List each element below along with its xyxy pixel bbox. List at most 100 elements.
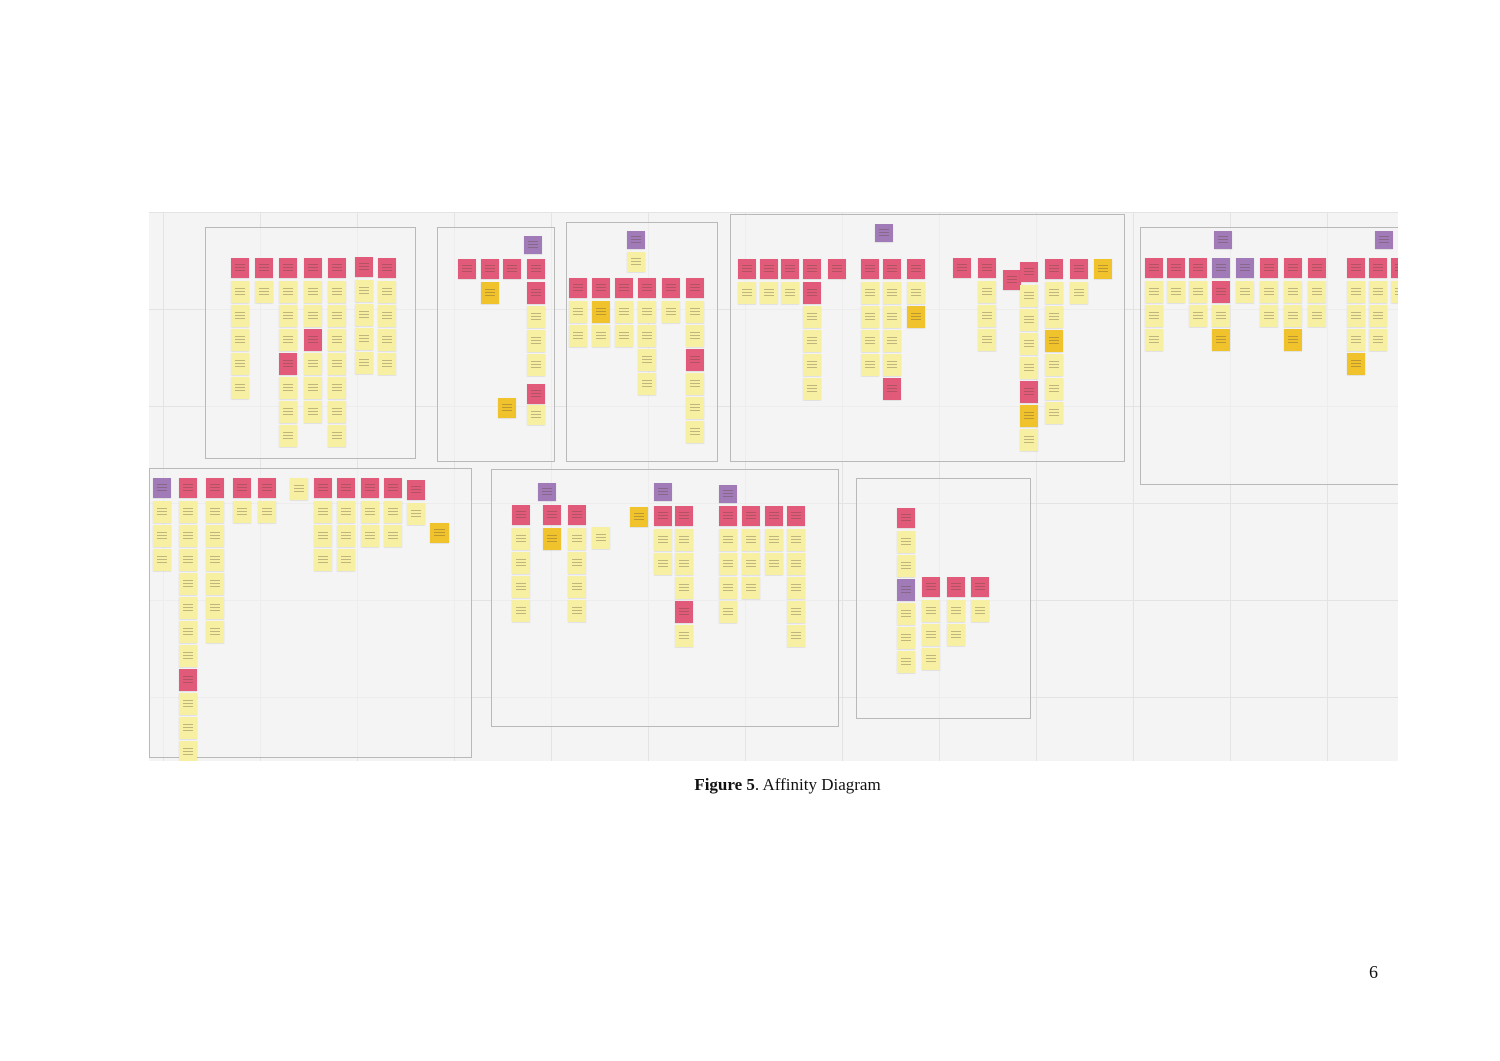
- insight-note: [765, 553, 783, 575]
- header-note: [279, 353, 297, 375]
- insight-note: [337, 549, 355, 571]
- insight-note: [787, 577, 805, 599]
- insight-note: [231, 281, 249, 303]
- insight-note: [861, 330, 879, 352]
- header-note: [1212, 281, 1230, 303]
- insight-note: [719, 601, 737, 623]
- insight-note: [781, 282, 799, 304]
- header-note: [883, 259, 901, 279]
- insight-note: [760, 282, 778, 304]
- insight-note: [1020, 357, 1038, 379]
- insight-note: [897, 555, 915, 577]
- insight-note: [290, 478, 308, 500]
- theme-note: [524, 236, 542, 254]
- insight-note: [355, 352, 373, 374]
- header-note: [361, 478, 379, 498]
- insight-note: [686, 373, 704, 395]
- highlight-note: [630, 507, 648, 527]
- insight-note: [279, 329, 297, 351]
- insight-note: [258, 501, 276, 523]
- insight-note: [314, 501, 332, 523]
- insight-note: [568, 552, 586, 574]
- highlight-note: [1045, 330, 1063, 352]
- insight-note: [231, 377, 249, 399]
- insight-note: [675, 577, 693, 599]
- insight-note: [279, 425, 297, 447]
- insight-note: [279, 377, 297, 399]
- insight-note: [568, 528, 586, 550]
- insight-note: [206, 501, 224, 523]
- insight-note: [861, 282, 879, 304]
- insight-note: [1369, 281, 1387, 303]
- insight-note: [355, 304, 373, 326]
- insight-note: [179, 501, 197, 523]
- insight-note: [592, 325, 610, 347]
- header-note: [1260, 258, 1278, 278]
- insight-note: [803, 306, 821, 328]
- insight-note: [378, 281, 396, 303]
- header-note: [328, 258, 346, 278]
- insight-note: [922, 648, 940, 670]
- header-note: [355, 257, 373, 277]
- insight-note: [328, 401, 346, 423]
- header-note: [675, 601, 693, 623]
- insight-note: [527, 354, 545, 376]
- insight-note: [971, 600, 989, 622]
- insight-note: [512, 528, 530, 550]
- header-note: [569, 278, 587, 298]
- theme-note: [153, 478, 171, 498]
- header-note: [503, 259, 521, 279]
- header-note: [978, 258, 996, 278]
- insight-note: [719, 553, 737, 575]
- insight-note: [279, 305, 297, 327]
- insight-note: [675, 529, 693, 551]
- insight-note: [153, 549, 171, 571]
- highlight-note: [498, 398, 516, 418]
- insight-note: [179, 621, 197, 643]
- header-note: [314, 478, 332, 498]
- insight-note: [1369, 329, 1387, 351]
- insight-note: [304, 281, 322, 303]
- insight-note: [978, 305, 996, 327]
- insight-note: [378, 353, 396, 375]
- insight-note: [279, 401, 297, 423]
- insight-note: [337, 525, 355, 547]
- insight-note: [897, 627, 915, 649]
- header-note: [568, 505, 586, 525]
- insight-note: [654, 553, 672, 575]
- header-note: [592, 278, 610, 298]
- insight-note: [1284, 281, 1302, 303]
- header-note: [922, 577, 940, 597]
- insight-note: [1308, 305, 1326, 327]
- insight-note: [922, 600, 940, 622]
- insight-note: [662, 301, 680, 323]
- insight-note: [1369, 305, 1387, 327]
- highlight-note: [543, 528, 561, 550]
- insight-note: [179, 717, 197, 739]
- header-note: [1045, 259, 1063, 279]
- highlight-note: [907, 306, 925, 328]
- insight-note: [742, 529, 760, 551]
- insight-note: [686, 421, 704, 443]
- insight-note: [861, 306, 879, 328]
- theme-note: [1214, 231, 1232, 249]
- insight-note: [1391, 281, 1398, 303]
- insight-note: [1070, 282, 1088, 304]
- insight-note: [719, 577, 737, 599]
- figure-caption-text: . Affinity Diagram: [754, 775, 881, 794]
- insight-note: [686, 325, 704, 347]
- insight-note: [337, 501, 355, 523]
- insight-note: [361, 525, 379, 547]
- header-note: [803, 259, 821, 279]
- highlight-note: [1284, 329, 1302, 351]
- header-note: [742, 506, 760, 526]
- theme-note: [538, 483, 556, 501]
- insight-note: [1347, 281, 1365, 303]
- header-note: [255, 258, 273, 278]
- insight-note: [407, 503, 425, 525]
- insight-note: [765, 529, 783, 551]
- insight-note: [1212, 305, 1230, 327]
- insight-note: [328, 329, 346, 351]
- header-note: [1167, 258, 1185, 278]
- insight-note: [803, 354, 821, 376]
